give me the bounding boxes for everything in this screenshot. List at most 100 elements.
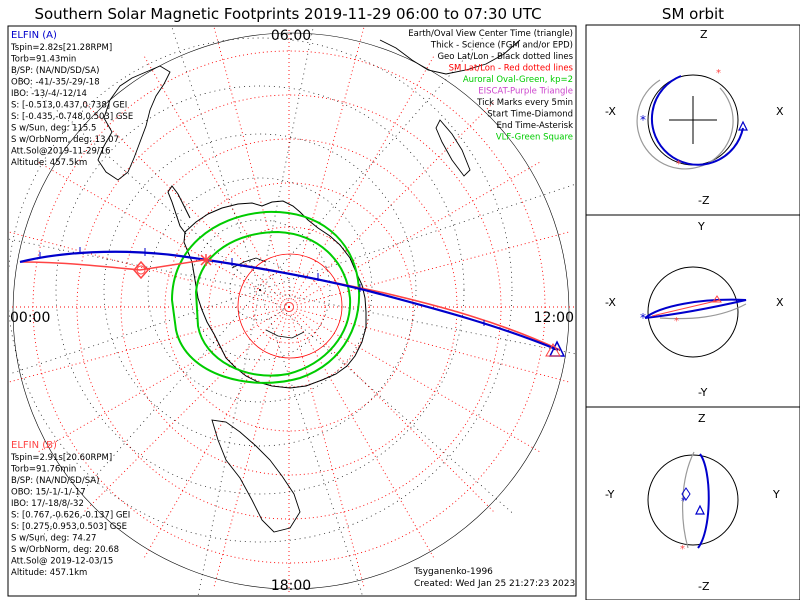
sm-lon-line-17 bbox=[213, 27, 290, 308]
orbit3-bottom-label: -Z bbox=[698, 580, 710, 593]
orbit1-left-label: -X bbox=[605, 105, 616, 118]
mlt-label-top: 06:00 bbox=[271, 28, 311, 44]
elfin-b-line-0: Tspin=2.91s[20.60RPM] bbox=[10, 453, 112, 463]
orbit3-top-label: Z bbox=[698, 412, 706, 425]
sm-lon-line-2 bbox=[288, 306, 541, 453]
view-center-triangle-b bbox=[545, 343, 561, 357]
sm-lon-line-13 bbox=[9, 231, 290, 308]
legend-item-6: Tick Marks every 5min bbox=[476, 98, 573, 108]
antarctica-coastline bbox=[183, 200, 367, 389]
elfin-b-line-4: IBO: 17/-18/8/-32 bbox=[11, 499, 84, 509]
sm-lon-line-20 bbox=[288, 55, 435, 308]
geo-lat-circle-1 bbox=[189, 219, 331, 361]
map-frame bbox=[7, 25, 577, 597]
map-horizon bbox=[12, 32, 570, 590]
sm-lon-line-22 bbox=[288, 161, 541, 308]
sm-lon-line-19 bbox=[288, 27, 365, 308]
geo-lon-line-10 bbox=[259, 34, 486, 291]
elfin-b-line-7: S w/Sun, deg: 74.27 bbox=[11, 534, 96, 544]
sm-lon-line-3 bbox=[288, 306, 495, 513]
map-legend: Earth/Oval View Center Time (triangle) Th… bbox=[408, 29, 573, 143]
orbit-panel-yz: * * Z -Z -Y Y bbox=[585, 406, 800, 600]
sm-pole-circle bbox=[237, 253, 343, 359]
elfin-b-line-3: OBO: 15/-1/-1/-17 bbox=[11, 488, 86, 498]
antarctic-peninsula bbox=[167, 185, 191, 235]
geo-lat-circle-5 bbox=[9, 37, 513, 543]
orbit2-right-label: X bbox=[776, 296, 784, 309]
africa-coast bbox=[211, 419, 301, 533]
orbit1-top-label: Z bbox=[700, 28, 708, 41]
elfin-a-line-6: S: [-0.435,-0.748,0.503] GSE bbox=[11, 112, 133, 122]
orbit-a-xz bbox=[650, 75, 744, 166]
auroral-oval-inner bbox=[194, 230, 352, 377]
elfin-a-line-1: Torb=91.43min bbox=[10, 55, 76, 65]
svg-text:*: * bbox=[716, 68, 721, 79]
elfin-a-info: ELFIN (A) Tspin=2.82s[21.28RPM] Torb=91.4… bbox=[10, 30, 133, 168]
sm-lon-line-1 bbox=[288, 306, 570, 383]
sm-lon-line-10 bbox=[37, 306, 290, 453]
sm-lon-line-14 bbox=[37, 161, 290, 308]
legend-item-0: Earth/Oval View Center Time (triangle) bbox=[408, 29, 573, 39]
sm-lon-line-9 bbox=[83, 306, 290, 513]
orbit-title: SM orbit bbox=[662, 5, 724, 23]
elfin-a-line-4: IBO: -13/-4/-12/14 bbox=[11, 89, 87, 99]
geo-lon-line-5 bbox=[9, 289, 261, 375]
elfin-a-line-7: S w/Sun, deg: 115.5 bbox=[11, 124, 96, 134]
orbit3-left-label: -Y bbox=[605, 488, 615, 501]
auroral-oval-outer bbox=[170, 210, 360, 384]
model-credit: Tsyganenko-1996 bbox=[413, 567, 493, 577]
geo-lon-line-0 bbox=[259, 289, 575, 355]
svg-text:*: * bbox=[676, 159, 681, 170]
elfin-a-line-3: OBO: -41/-35/-29/-18 bbox=[11, 78, 100, 88]
elfin-a-title: ELFIN (A) bbox=[11, 30, 57, 41]
orbit-panel-xy: * * Y -Y -X X bbox=[585, 214, 800, 408]
legend-item-8: End Time-Asterisk bbox=[496, 121, 573, 131]
track-tick-marks bbox=[39, 247, 485, 326]
legend-item-5: EISCAT-Purple Triangle bbox=[478, 87, 573, 97]
geo-lon-line-9 bbox=[259, 27, 314, 291]
sm-lon-line-4 bbox=[288, 306, 435, 559]
orbit2-left-label: -X bbox=[605, 296, 616, 309]
orbit-a-yz bbox=[697, 453, 710, 549]
mlt-label-bottom: 18:00 bbox=[271, 578, 311, 594]
elfin-a-line-9: Att.Sol@2019-11-29/16 bbox=[11, 147, 111, 157]
elfin-a-track bbox=[19, 250, 559, 352]
figure-title: Southern Solar Magnetic Footprints 2019-… bbox=[34, 5, 541, 23]
orbit-a-xy bbox=[644, 298, 747, 319]
elfin-b-line-9: Att.Sol@ 2019-12-03/15 bbox=[11, 557, 113, 567]
created-timestamp: Created: Wed Jan 25 21:27:23 2023 bbox=[414, 579, 575, 589]
south-america-coast bbox=[97, 65, 171, 181]
geo-lon-line-6 bbox=[9, 238, 261, 291]
new-zealand-coast bbox=[435, 119, 471, 177]
orbit-panel-xz: * * * Z -Z -X X bbox=[585, 24, 800, 216]
triangle-a-xz bbox=[738, 120, 748, 131]
elfin-b-info: ELFIN (B) Tspin=2.91s[20.60RPM] Torb=91.7… bbox=[10, 440, 130, 578]
elfin-a-line-2: B/SP: (NA/ND/SD/SA) bbox=[11, 66, 99, 76]
elfin-b-line-1: Torb=91.76min bbox=[10, 465, 76, 475]
elfin-b-start-diamond bbox=[133, 260, 149, 280]
svg-text:*: * bbox=[640, 311, 646, 325]
mlt-label-left: 00:00 bbox=[10, 310, 50, 326]
legend-item-7: Start Time-Diamond bbox=[487, 110, 573, 120]
legend-item-9: VLF-Green Square bbox=[496, 133, 573, 143]
svg-text:*: * bbox=[681, 496, 686, 507]
elfin-b-line-8: S w/OrbNorm, deg: 20.68 bbox=[11, 545, 119, 555]
elfin-a-line-5: S: [-0.513,0.437,0.738] GEI bbox=[11, 101, 127, 111]
geo-lon-line-8 bbox=[171, 27, 261, 291]
orbit1-bottom-label: -Z bbox=[698, 194, 710, 207]
orbit3-right-label: Y bbox=[772, 488, 780, 501]
sm-lon-line-15 bbox=[83, 101, 290, 308]
elfin-b-line-5: S: [0.767,-0.626,-0.137] GEI bbox=[11, 511, 130, 521]
sm-grid bbox=[9, 27, 575, 595]
orbit1-right-label: X bbox=[776, 105, 784, 118]
legend-item-1: Thick - Science (FGM and/or EPD) bbox=[430, 41, 573, 51]
geo-lat-circle-3 bbox=[103, 133, 417, 447]
sm-lon-line-21 bbox=[288, 101, 495, 308]
geo-lat-circle-4 bbox=[55, 85, 465, 495]
sm-lon-line-23 bbox=[288, 231, 570, 308]
geo-lon-line-2 bbox=[259, 289, 363, 595]
sm-lon-line-8 bbox=[143, 306, 290, 559]
polar-map: 06:00 00:00 12:00 18:00 bbox=[9, 27, 575, 595]
svg-text:*: * bbox=[680, 544, 685, 555]
